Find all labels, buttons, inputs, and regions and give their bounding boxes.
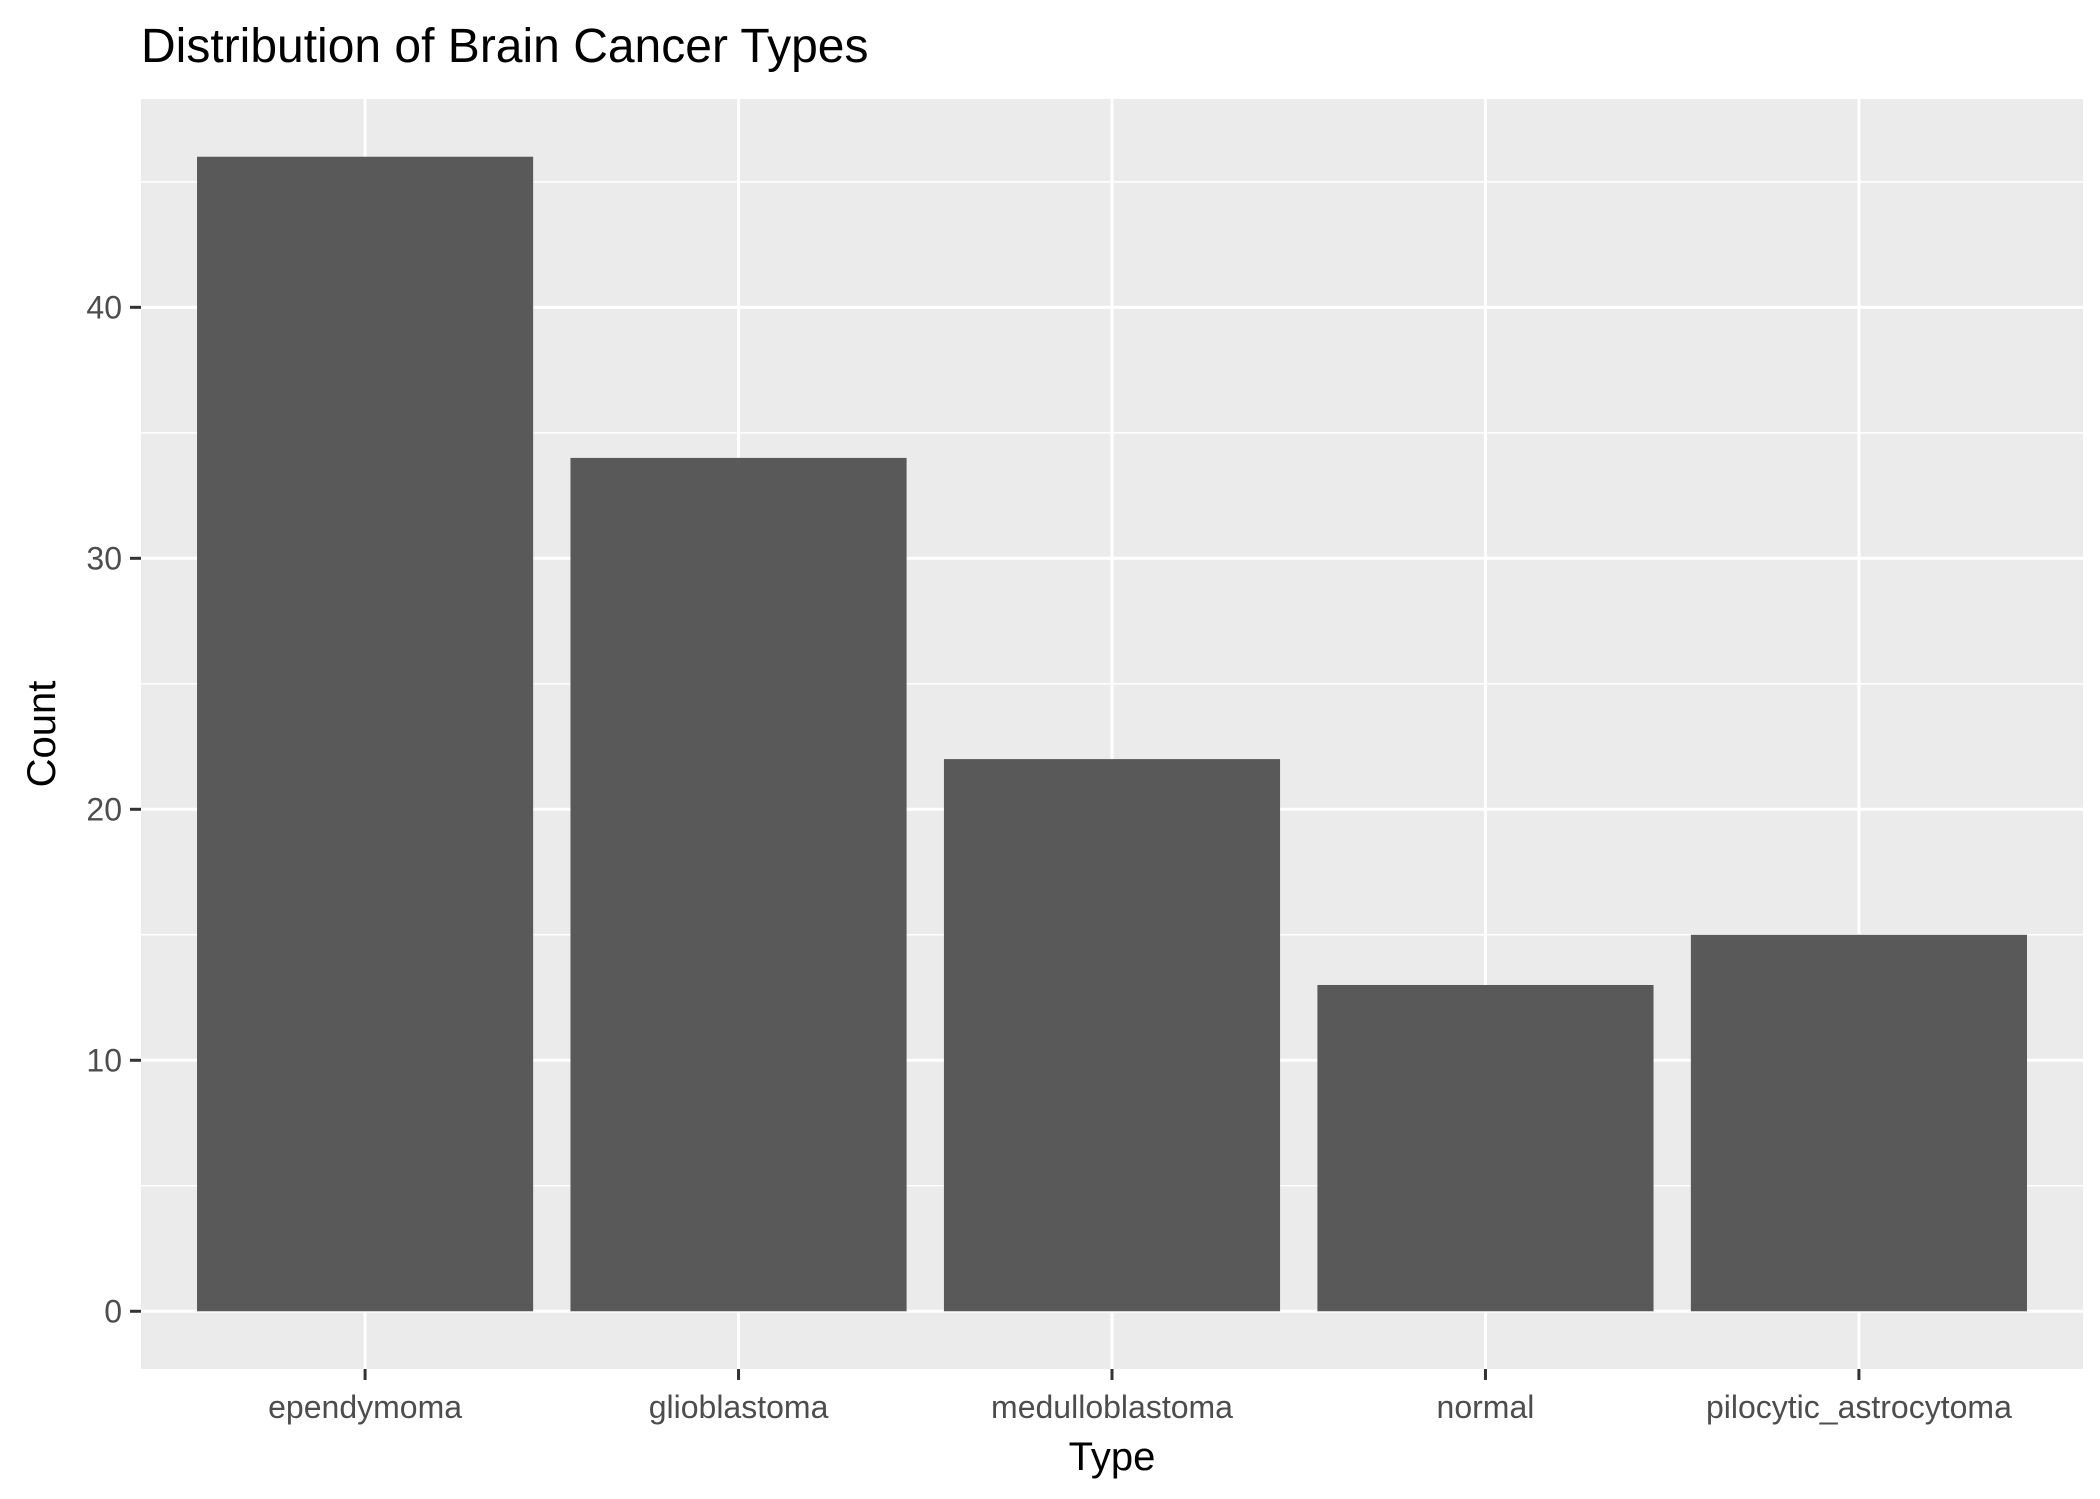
bar-ependymoma	[197, 156, 534, 1312]
bar-normal	[1317, 984, 1654, 1312]
bar-pilocytic_astrocytoma	[1690, 934, 2027, 1312]
x-tick-label: ependymoma	[268, 1389, 462, 1425]
bars	[197, 156, 2027, 1312]
x-tick-label: medulloblastoma	[991, 1389, 1233, 1425]
x-axis-title: Type	[1069, 1435, 1156, 1479]
y-tick-label: 20	[86, 791, 122, 827]
y-axis-title: Count	[20, 681, 64, 788]
y-tick-label: 40	[86, 289, 122, 325]
x-tick-label: glioblastoma	[649, 1389, 829, 1425]
y-tick-label: 10	[86, 1042, 122, 1078]
y-axis: 0 10 20 30 40	[86, 289, 141, 1329]
chart-title: Distribution of Brain Cancer Types	[141, 20, 868, 73]
bar-glioblastoma	[570, 457, 907, 1312]
x-tick-label: pilocytic_astrocytoma	[1706, 1389, 2012, 1425]
bar-medulloblastoma	[943, 759, 1281, 1312]
x-tick-label: normal	[1437, 1389, 1535, 1425]
y-tick-label: 30	[86, 540, 122, 576]
y-tick-label: 0	[104, 1293, 122, 1329]
x-axis: ependymoma glioblastoma medulloblastoma nor…	[268, 1369, 2012, 1425]
